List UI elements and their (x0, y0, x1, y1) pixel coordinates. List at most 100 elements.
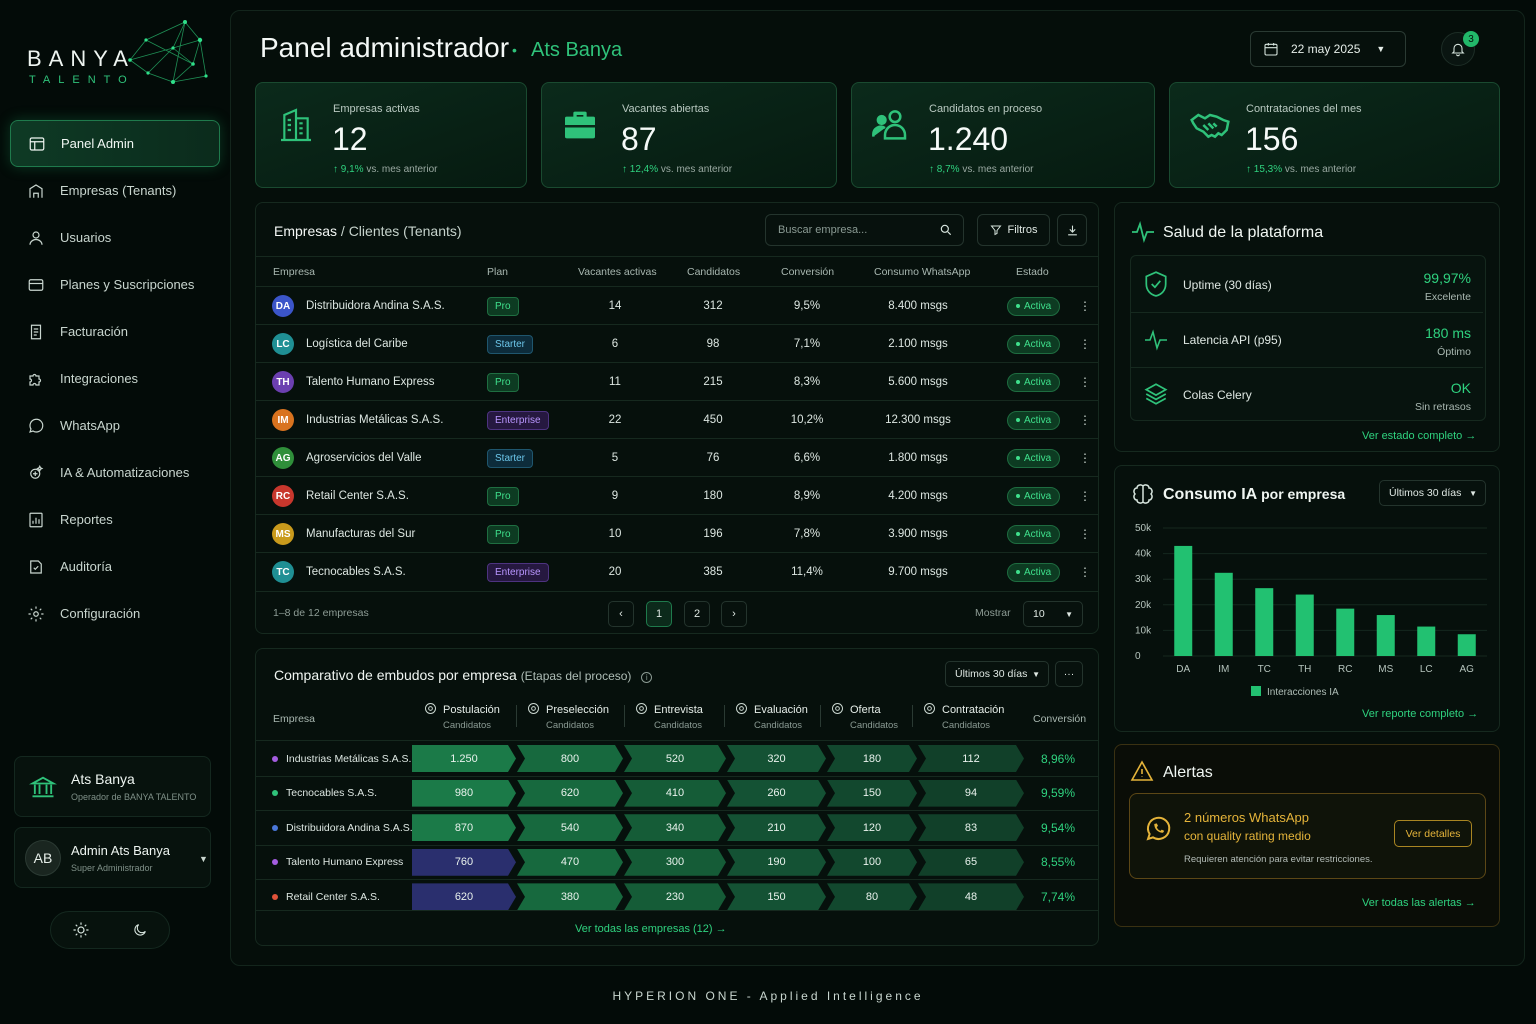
row-actions-icon[interactable]: ⋮ (1079, 375, 1091, 389)
table-row[interactable]: DA Distribuidora Andina S.A.S. Pro 14 312 9,5… (256, 287, 1101, 325)
filters-button[interactable]: Filtros (977, 214, 1050, 246)
funnel-row[interactable]: Distribuidora Andina S.A.S. 870 540 340 210 1… (256, 810, 1101, 845)
stage-title: Postulación (423, 701, 523, 719)
table-row[interactable]: AG Agroservicios del Valle Starter 5 76 6,6% 1… (256, 439, 1101, 477)
funnel-segment: 870 (412, 814, 516, 841)
row-actions-icon[interactable]: ⋮ (1079, 451, 1091, 465)
company-name[interactable]: Industrias Metálicas S.A.S. (306, 414, 444, 426)
company-dot (272, 893, 278, 900)
sidebar-item-auditor-a[interactable]: Auditoría (10, 543, 220, 590)
plan-badge: Pro (487, 486, 519, 506)
bar-DA (1174, 545, 1193, 656)
date-picker[interactable]: 22 may 2025 ▼ (1250, 31, 1406, 67)
pagination-prev-button[interactable]: ‹ (608, 601, 634, 627)
sidebar-item-facturaci-n[interactable]: Facturación (10, 308, 220, 355)
organization-card[interactable]: Ats Banya Operador de BANYA TALENTO (14, 756, 211, 817)
funnel-segment: 94 (918, 780, 1024, 807)
chevron-down-icon: ▼ (1032, 669, 1040, 679)
funnel-company-name: Distribuidora Andina S.A.S. (286, 821, 413, 834)
sidebar-item-empresas-tenants[interactable]: Empresas (Tenants) (10, 167, 220, 214)
company-name[interactable]: Retail Center S.A.S. (306, 490, 409, 502)
company-name[interactable]: Manufacturas del Sur (306, 528, 416, 540)
sidebar-item-integraciones[interactable]: Integraciones (10, 355, 220, 402)
sidebar-item-usuarios[interactable]: Usuarios (10, 214, 220, 261)
health-value: 180 ms (1425, 325, 1471, 341)
funnel-segment: 180 (827, 745, 917, 772)
funnel-row[interactable]: Industrias Metálicas S.A.S. 1.250 800 520 32… (256, 741, 1101, 776)
target-icon (423, 701, 438, 719)
company-name[interactable]: Logística del Caribe (306, 338, 408, 350)
row-actions-icon[interactable]: ⋮ (1079, 527, 1091, 541)
row-actions-icon[interactable]: ⋮ (1079, 299, 1091, 313)
table-row[interactable]: LC Logística del Caribe Starter 6 98 7,1% 2.10… (256, 325, 1101, 363)
company-name[interactable]: Talento Humano Express (306, 376, 435, 388)
sidebar-item-ia-automatizaciones[interactable]: IA & Automatizaciones (10, 449, 220, 496)
sidebar-item-label: Facturación (60, 324, 128, 339)
status-dot (1016, 570, 1020, 574)
page-size-select[interactable]: 10 ▼ (1023, 601, 1083, 627)
view-all-companies-link[interactable]: Ver todas las empresas (12) → (575, 923, 727, 935)
company-name[interactable]: Distribuidora Andina S.A.S. (306, 300, 445, 312)
company-name[interactable]: Agroservicios del Valle (306, 452, 422, 464)
pagination-page-2[interactable]: 2 (684, 601, 710, 627)
plan-badge: Pro (487, 296, 519, 316)
row-actions-icon[interactable]: ⋮ (1079, 337, 1091, 351)
table-row[interactable]: TH Talento Humano Express Pro 11 215 8,3% 5.60… (256, 363, 1101, 401)
user-menu[interactable]: AB Admin Ats Banya Super Administrador ▼ (14, 827, 211, 888)
download-button[interactable] (1057, 214, 1087, 246)
health-list (1130, 255, 1486, 421)
brand-name: BANYA (27, 46, 135, 71)
sidebar-item-planes-y-suscripciones[interactable]: Planes y Suscripciones (10, 261, 220, 308)
chevron-down-icon[interactable]: ▼ (199, 854, 208, 864)
funnel-row[interactable]: Talento Humano Express 760 470 300 190 100 65 8… (256, 845, 1101, 880)
kpi-value: 1.240 (928, 121, 1009, 157)
sun-icon[interactable] (72, 921, 90, 939)
table-row[interactable]: IM Industrias Metálicas S.A.S. Enterprise 2… (256, 401, 1101, 439)
funnel-period-select[interactable]: Últimos 30 días ▼ (945, 661, 1049, 687)
sidebar-item-reportes[interactable]: Reportes (10, 496, 220, 543)
table-row[interactable]: RC Retail Center S.A.S. Pro 9 180 8,9% 4.200 m… (256, 477, 1101, 515)
view-details-button[interactable]: Ver detalles (1394, 820, 1472, 847)
funnel-row[interactable]: Tecnocables S.A.S. 980 620 410 260 150 94 9,59% (256, 776, 1101, 811)
company-cell: IM Industrias Metálicas S.A.S. (272, 401, 443, 439)
plan-cell: Pro (487, 363, 519, 401)
table-row[interactable]: MS Manufacturas del Sur Pro 10 196 7,8% 3.900 … (256, 515, 1101, 553)
plan-cell: Pro (487, 477, 519, 515)
view-all-alerts-link[interactable]: Ver todas las alertas → (1362, 897, 1476, 909)
candidates-cell: 98 (706, 338, 720, 350)
view-report-link[interactable]: Ver reporte completo → (1362, 708, 1478, 720)
pagination-page-1[interactable]: 1 (646, 601, 672, 627)
funnel-segment: 320 (727, 745, 826, 772)
divider (256, 844, 1098, 846)
pagination-next-button[interactable]: › (721, 601, 747, 627)
sidebar-item-panel-admin[interactable]: Panel Admin (10, 120, 220, 167)
search-input[interactable]: Buscar empresa... (765, 214, 964, 246)
stage-name: Entrevista (654, 704, 703, 716)
company-name[interactable]: Tecnocables S.A.S. (306, 566, 406, 578)
funnel-segment: 410 (624, 780, 726, 807)
sidebar-item-whatsapp[interactable]: WhatsApp (10, 402, 220, 449)
ai-period-select[interactable]: Últimos 30 días ▼ (1379, 480, 1486, 506)
row-actions-icon[interactable]: ⋮ (1079, 489, 1091, 503)
row-actions-icon[interactable]: ⋮ (1079, 413, 1091, 427)
whatsapp-icon (1146, 816, 1171, 841)
funnel-stage-header: Entrevista Candidatos (634, 701, 734, 731)
view-status-link[interactable]: Ver estado completo → (1362, 430, 1476, 442)
more-options-button[interactable]: ··· (1055, 661, 1083, 687)
funnel-row[interactable]: Retail Center S.A.S. 620 380 230 150 80 48 7,74… (256, 879, 1101, 914)
sidebar-item-configuraci-n[interactable]: Configuración (10, 590, 220, 637)
legend-swatch (1251, 686, 1261, 696)
funnel-segment: 210 (727, 814, 826, 841)
whatsapp-usage-cell: 3.900 msgs (888, 528, 948, 540)
brand-logo[interactable]: BANYA TALENTO (27, 46, 135, 86)
arrow-right-icon: → (1465, 430, 1477, 442)
column-header: Consumo WhatsApp (874, 266, 971, 278)
funnel-segment: 190 (727, 849, 826, 876)
info-icon[interactable]: i (641, 672, 653, 683)
row-actions-icon[interactable]: ⋮ (1079, 565, 1091, 579)
table-row[interactable]: TC Tecnocables S.A.S. Enterprise 20 385 11,4%… (256, 553, 1101, 591)
moon-icon[interactable] (132, 922, 148, 938)
candidates-cell: 196 (703, 528, 723, 540)
status-label: Activa (1024, 452, 1052, 464)
kpi-label: Contrataciones del mes (1246, 103, 1362, 115)
